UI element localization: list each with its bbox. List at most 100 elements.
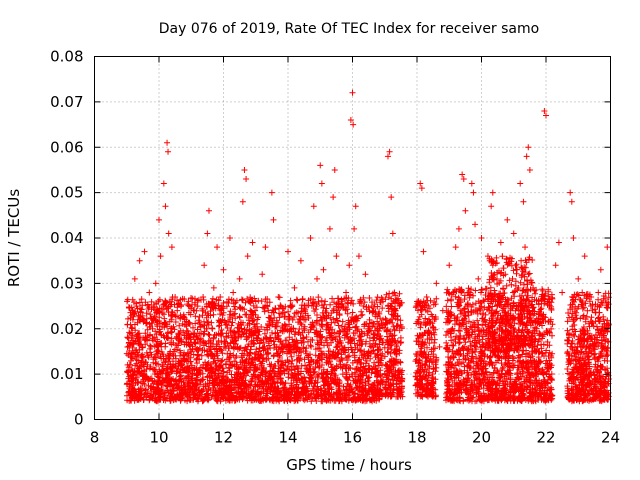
- data-point: [570, 235, 577, 241]
- data-point: [331, 166, 338, 173]
- chart-title: Day 076 of 2019, Rate Of TEC Index for r…: [159, 21, 539, 37]
- data-point: [465, 289, 472, 296]
- data-point: [568, 198, 575, 205]
- data-point: [320, 266, 327, 273]
- data-point: [336, 312, 343, 319]
- data-point: [460, 176, 467, 183]
- y-tick-label: 0.03: [50, 274, 83, 292]
- data-point: [197, 389, 204, 396]
- data-point: [504, 216, 511, 223]
- data-point: [255, 348, 262, 355]
- data-point: [481, 316, 488, 323]
- data-point: [278, 362, 285, 369]
- data-point: [601, 343, 608, 350]
- data-point: [575, 275, 582, 282]
- data-point: [141, 248, 148, 255]
- data-point: [386, 148, 393, 155]
- data-point: [501, 334, 508, 341]
- data-point: [520, 198, 527, 205]
- data-point: [149, 325, 156, 332]
- data-point: [584, 330, 591, 337]
- data-point: [270, 216, 277, 223]
- data-point: [178, 357, 185, 364]
- data-point: [314, 275, 321, 282]
- data-point: [491, 271, 498, 278]
- data-point: [362, 271, 369, 278]
- data-point: [288, 380, 295, 387]
- data-point: [210, 284, 217, 291]
- data-point: [304, 366, 311, 373]
- data-point: [139, 316, 146, 323]
- data-point: [133, 303, 140, 310]
- y-tick-label: 0.05: [50, 184, 83, 202]
- data-point: [594, 303, 601, 310]
- data-point: [352, 203, 359, 210]
- data-point: [135, 371, 142, 378]
- data-point: [497, 239, 504, 246]
- data-point: [172, 293, 179, 300]
- data-point: [281, 321, 288, 328]
- y-tick-label: 0.08: [50, 48, 83, 66]
- x-tick-label: 18: [407, 429, 426, 447]
- x-tick-label: 12: [214, 429, 233, 447]
- x-tick-label: 20: [472, 429, 491, 447]
- data-point: [549, 321, 556, 328]
- data-point: [207, 343, 214, 350]
- data-point: [422, 366, 429, 373]
- data-point: [393, 348, 400, 355]
- data-point: [417, 180, 424, 187]
- data-point: [375, 321, 382, 328]
- data-point: [604, 244, 611, 251]
- data-point: [581, 253, 588, 260]
- y-tick-label: 0: [74, 411, 84, 429]
- data-point: [384, 153, 391, 160]
- data-point: [220, 266, 227, 273]
- data-point: [128, 334, 135, 341]
- data-point: [351, 225, 358, 232]
- data-point: [396, 375, 403, 382]
- data-point: [157, 253, 164, 260]
- data-point: [159, 362, 166, 369]
- data-point: [165, 148, 172, 155]
- data-point: [522, 244, 529, 251]
- data-point: [164, 139, 171, 146]
- y-axis-label: ROTI / TECUs: [5, 189, 23, 287]
- data-point: [156, 216, 162, 223]
- data-point: [268, 189, 275, 196]
- y-tick-label: 0.07: [50, 93, 83, 111]
- data-point: [578, 362, 585, 369]
- data-point: [388, 194, 395, 201]
- x-axis-label: GPS time / hours: [286, 456, 412, 474]
- data-point: [446, 262, 453, 269]
- data-point: [436, 343, 443, 350]
- data-point: [591, 375, 598, 382]
- data-point: [214, 244, 221, 251]
- y-tick-label: 0.02: [50, 320, 83, 338]
- data-point: [507, 303, 514, 310]
- data-point: [365, 348, 372, 355]
- data-point: [418, 185, 425, 192]
- data-point: [204, 230, 211, 237]
- data-point: [488, 203, 495, 210]
- data-point: [168, 244, 175, 251]
- data-point: [489, 189, 496, 196]
- data-point: [330, 194, 337, 201]
- data-point: [462, 207, 469, 214]
- data-point: [389, 230, 396, 237]
- x-tick-label: 24: [601, 429, 620, 447]
- data-point: [259, 271, 266, 278]
- data-point: [323, 352, 330, 359]
- data-point: [275, 293, 282, 300]
- x-tick-label: 16: [343, 429, 362, 447]
- data-point: [249, 239, 256, 246]
- data-point: [226, 235, 233, 241]
- data-point: [294, 339, 301, 346]
- data-point: [326, 225, 333, 232]
- data-point: [151, 366, 158, 373]
- data-point: [165, 230, 172, 237]
- data-point: [147, 343, 154, 350]
- data-point: [194, 303, 201, 310]
- data-point: [397, 334, 404, 341]
- data-point: [546, 357, 553, 364]
- data-point: [175, 330, 182, 337]
